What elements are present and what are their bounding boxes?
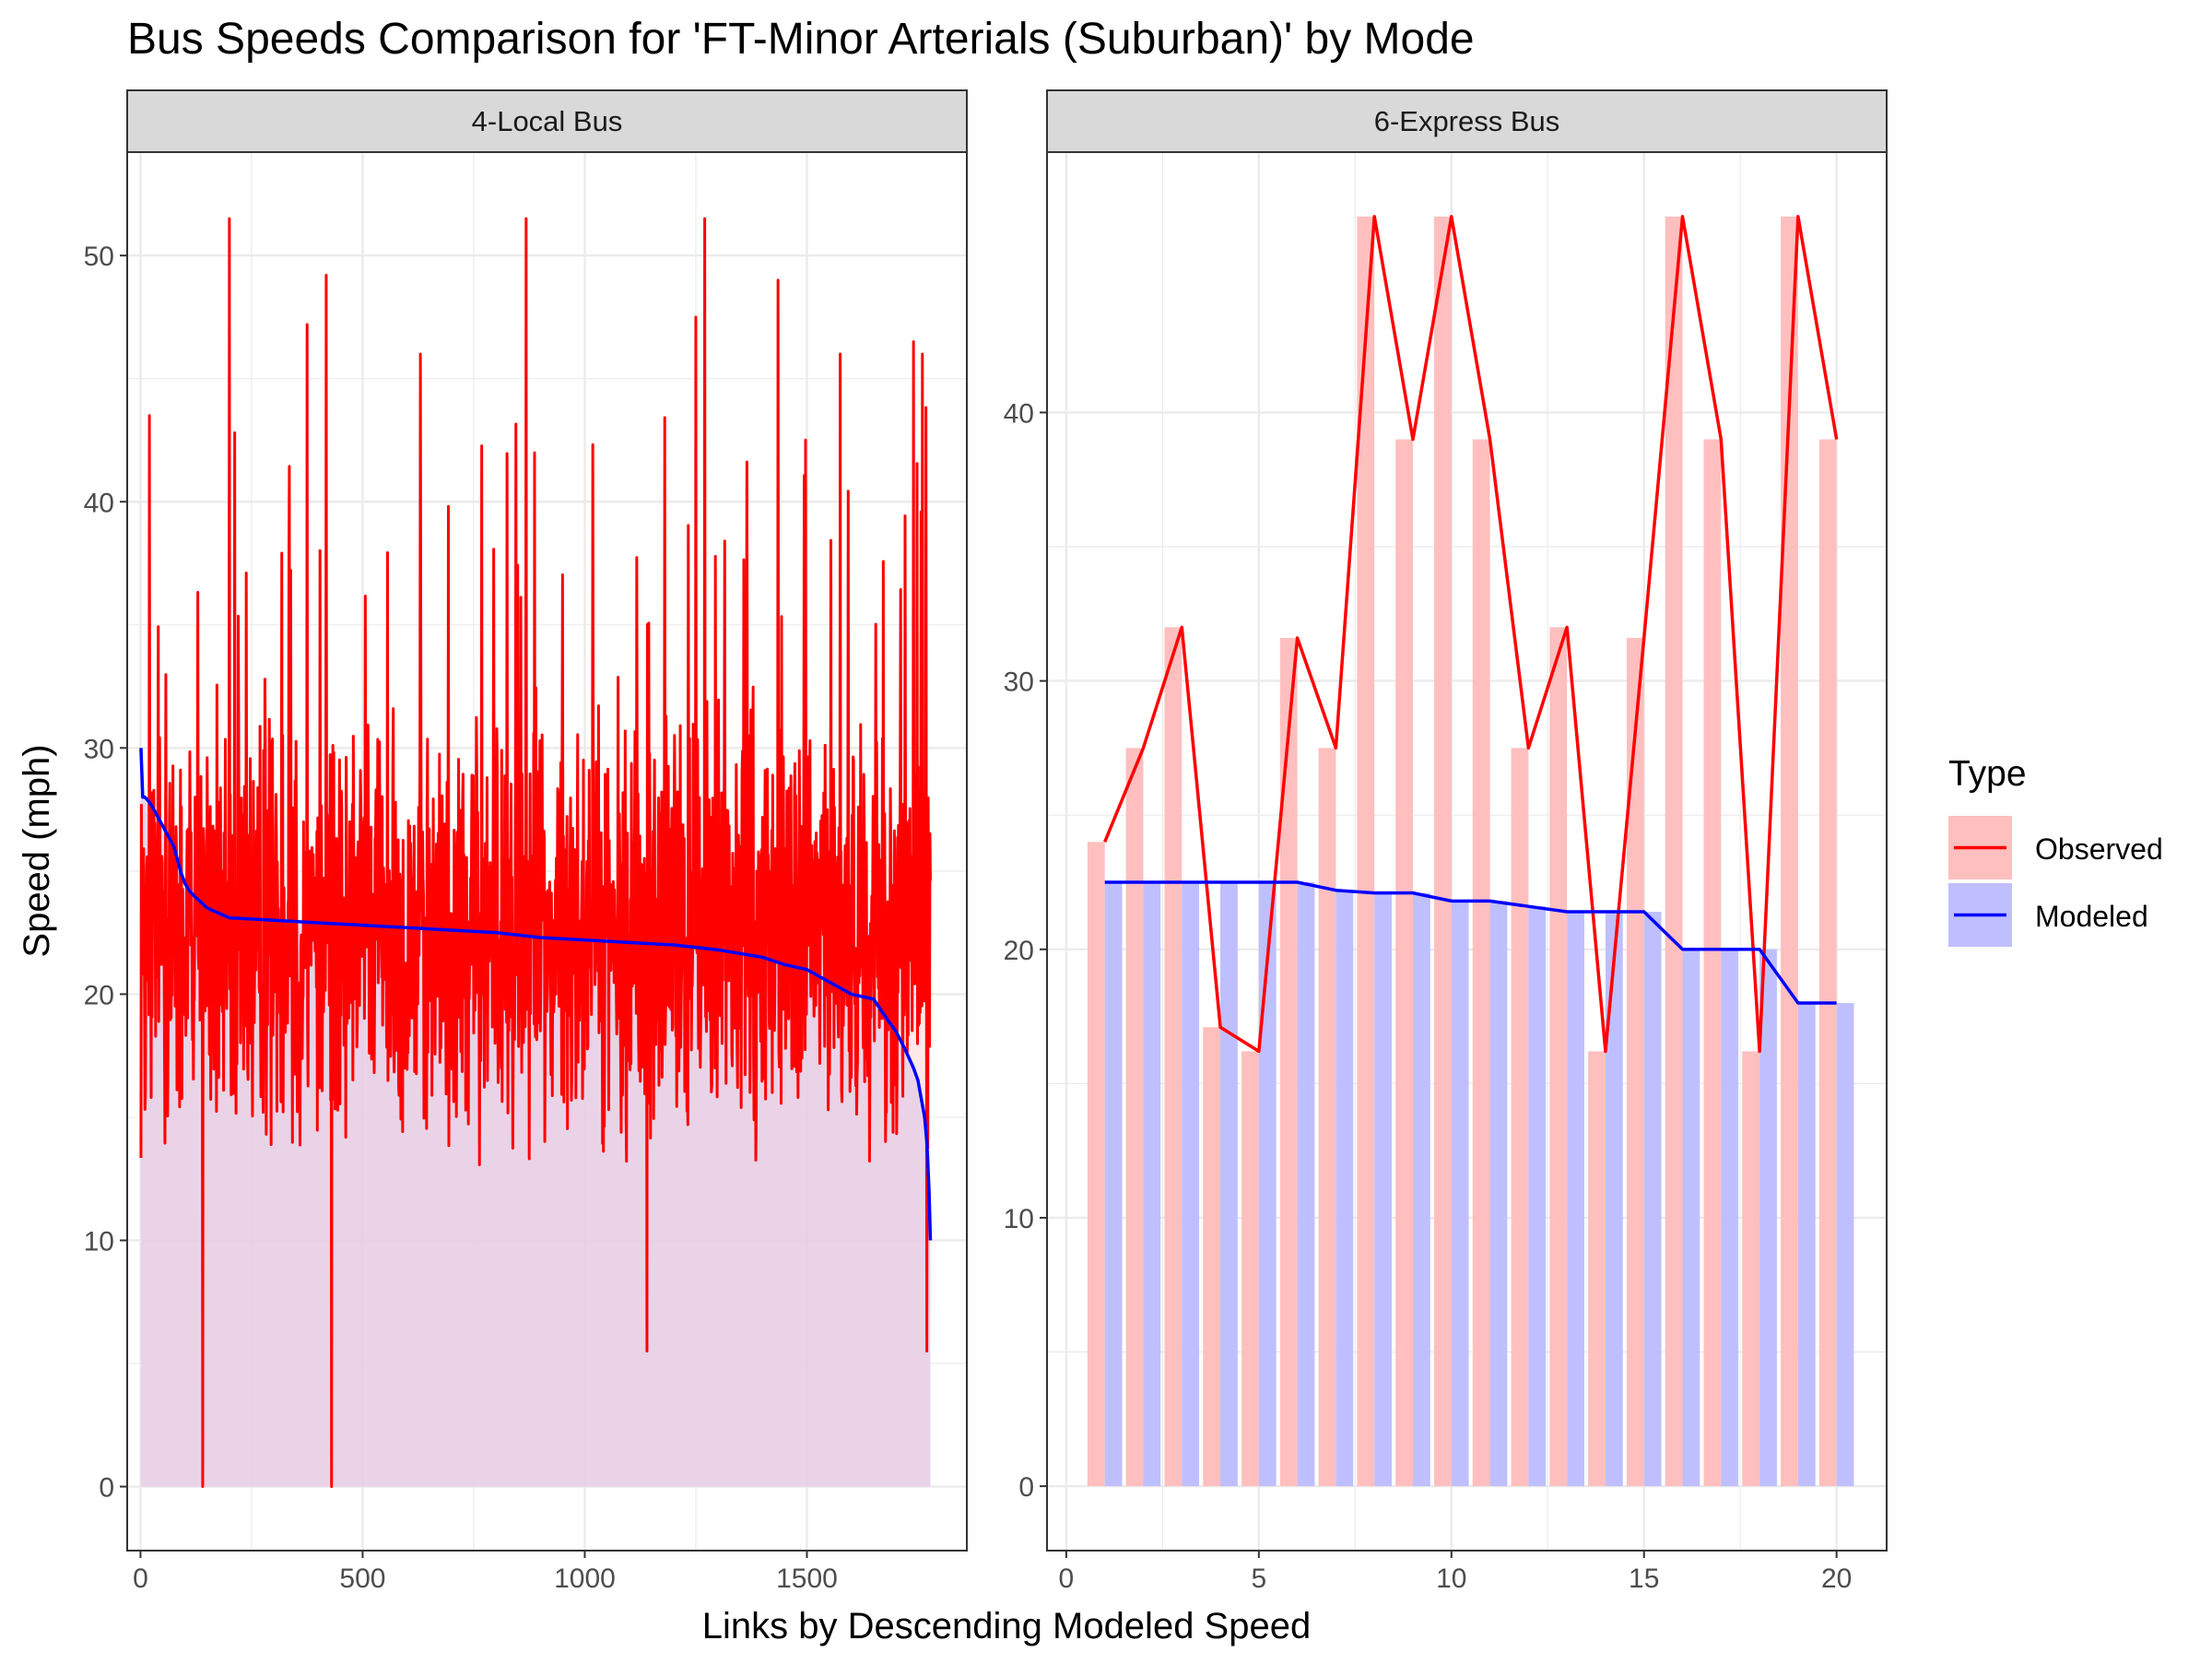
- express-y-tick-label: 0: [1018, 1472, 1034, 1503]
- express-observed-bar: [1588, 1051, 1606, 1487]
- express-modeled-bar: [1258, 881, 1277, 1487]
- legend-label-modeled: Modeled: [2035, 900, 2148, 933]
- express-y-tick-label: 30: [1004, 667, 1034, 698]
- express-observed-bar: [1511, 748, 1529, 1487]
- express-modeled-bar: [1220, 881, 1238, 1487]
- express-x-tick-label: 10: [1436, 1564, 1466, 1594]
- express-modeled-bar: [1489, 901, 1508, 1487]
- local-x-tick-label: 0: [133, 1564, 148, 1594]
- panel-local-bus-strip-label: 4-Local Bus: [472, 105, 623, 137]
- express-modeled-bar: [1567, 912, 1584, 1487]
- express-modeled-line: [1104, 880, 1837, 1005]
- legend-label-observed: Observed: [2035, 832, 2163, 866]
- express-modeled-bar: [1182, 881, 1200, 1487]
- express-x-tick-label: 15: [1629, 1564, 1659, 1594]
- express-observed-bar: [1395, 439, 1413, 1487]
- express-modeled-bar: [1374, 892, 1393, 1487]
- express-modeled-bar: [1412, 892, 1430, 1487]
- panel-express-bus: 6-Express Bus 0 10 20 30 40 0 5 10 15 20: [1004, 89, 1888, 1594]
- express-observed-bar: [1818, 439, 1837, 1487]
- express-modeled-bar: [1451, 901, 1469, 1487]
- local-y-tick-label: 30: [84, 734, 114, 764]
- express-modeled-bar: [1643, 912, 1662, 1487]
- local-x-tick-label: 500: [339, 1564, 385, 1594]
- express-observed-line: [1103, 215, 1839, 1054]
- panel-local-bus-lines: [139, 217, 933, 1489]
- express-modeled-bar: [1297, 881, 1315, 1487]
- express-y-tick-label: 20: [1004, 936, 1034, 966]
- express-modeled-bar: [1836, 1003, 1854, 1487]
- express-modeled-bar: [1335, 890, 1354, 1487]
- express-modeled-bar: [1682, 949, 1700, 1487]
- express-modeled-bar: [1721, 949, 1739, 1487]
- express-x-tick-label: 0: [1059, 1564, 1075, 1594]
- panel-express-bus-axes: 0 10 20 30 40 0 5 10 15 20: [1004, 398, 1853, 1594]
- local-y-tick-label: 10: [84, 1226, 114, 1257]
- x-axis-label: Links by Descending Modeled Speed: [702, 1606, 1311, 1646]
- local-y-tick-label: 20: [84, 980, 114, 1010]
- express-observed-bar: [1742, 1051, 1760, 1487]
- local-observed-line: [139, 217, 932, 1489]
- panel-express-bus-lines: [1103, 215, 1839, 1054]
- chart-title: Bus Speeds Comparison for 'FT-Minor Arte…: [127, 15, 1475, 64]
- local-y-tick-label: 50: [84, 242, 114, 272]
- express-observed-bar: [1125, 748, 1144, 1487]
- express-y-tick-label: 10: [1004, 1204, 1034, 1234]
- panel-express-bus-bars: [1087, 216, 1854, 1487]
- express-modeled-bar: [1797, 1003, 1816, 1487]
- panel-express-bus-border: [1046, 151, 1888, 1552]
- express-y-tick-label: 40: [1004, 398, 1034, 429]
- panel-express-bus-strip: [1046, 89, 1888, 153]
- express-modeled-bar: [1605, 912, 1623, 1487]
- express-observed-bar: [1318, 748, 1336, 1487]
- express-modeled-bar: [1104, 881, 1123, 1487]
- express-observed-bar: [1472, 439, 1490, 1487]
- express-observed-bar: [1626, 638, 1644, 1487]
- local-x-tick-label: 1500: [776, 1564, 838, 1594]
- panel-local-bus-strip: [126, 89, 968, 153]
- legend-title: Type: [1948, 754, 2027, 794]
- legend: Type Observed Modeled: [1948, 754, 2163, 947]
- panel-express-bus-strip-label: 6-Express Bus: [1374, 105, 1560, 137]
- express-observed-bar: [1781, 216, 1798, 1487]
- express-observed-bar: [1433, 216, 1452, 1487]
- express-modeled-bar: [1528, 906, 1547, 1487]
- express-x-tick-label: 20: [1821, 1564, 1852, 1594]
- panel-local-bus-border: [126, 151, 968, 1552]
- express-observed-bar: [1203, 1027, 1221, 1487]
- express-observed-bar: [1164, 627, 1182, 1487]
- express-observed-bar: [1279, 638, 1298, 1487]
- local-y-tick-label: 40: [84, 488, 114, 518]
- express-modeled-bar: [1143, 881, 1161, 1487]
- express-observed-bar: [1357, 216, 1375, 1487]
- express-observed-bar: [1665, 216, 1683, 1487]
- express-observed-bar: [1241, 1051, 1259, 1487]
- express-observed-bar: [1549, 627, 1568, 1487]
- express-x-tick-label: 5: [1251, 1564, 1266, 1594]
- local-x-tick-label: 1000: [554, 1564, 616, 1594]
- local-modeled-line: [139, 748, 933, 1241]
- y-axis-label: Speed (mph): [17, 744, 57, 957]
- express-observed-bar: [1703, 439, 1722, 1487]
- local-y-tick-label: 0: [99, 1473, 114, 1504]
- express-modeled-bar: [1759, 949, 1777, 1487]
- express-observed-bar: [1087, 842, 1105, 1487]
